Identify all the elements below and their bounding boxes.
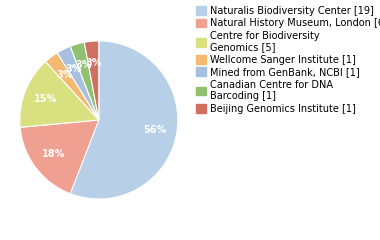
Text: 3%: 3% [85,58,102,68]
Wedge shape [57,46,99,120]
Legend: Naturalis Biodiversity Center [19], Natural History Museum, London [6], Centre f: Naturalis Biodiversity Center [19], Natu… [195,5,380,114]
Text: 18%: 18% [42,149,65,159]
Text: 3%: 3% [56,70,73,80]
Text: 3%: 3% [75,60,92,70]
Wedge shape [46,53,99,120]
Text: 3%: 3% [65,64,82,74]
Text: 15%: 15% [34,95,57,104]
Wedge shape [20,120,99,194]
Wedge shape [70,42,99,120]
Wedge shape [70,41,178,199]
Wedge shape [84,41,99,120]
Text: 56%: 56% [143,126,166,135]
Wedge shape [20,62,99,127]
